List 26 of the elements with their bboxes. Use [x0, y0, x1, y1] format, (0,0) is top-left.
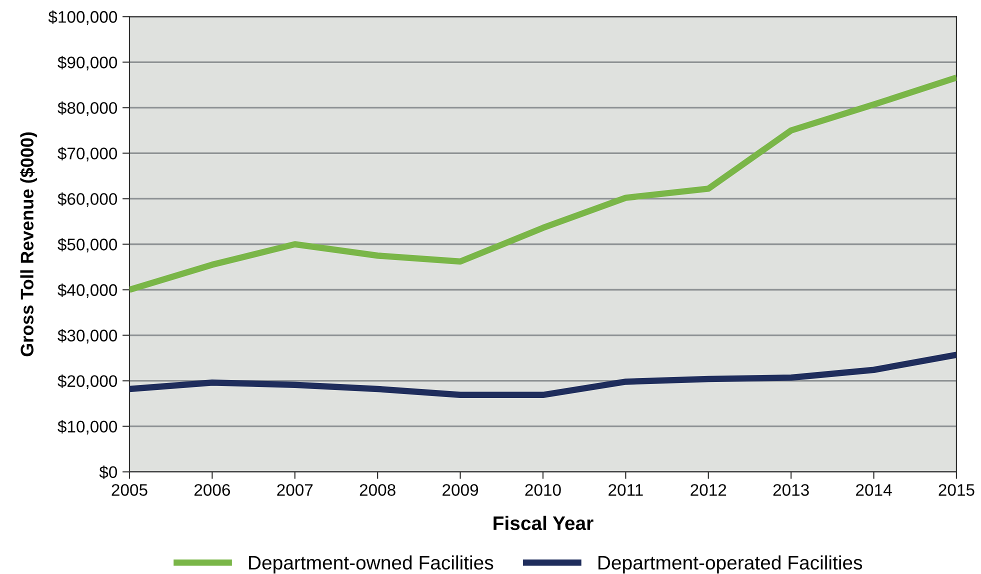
- legend-label: Department-owned Facilities: [249, 555, 494, 574]
- x-tick-label: 2007: [277, 484, 313, 496]
- x-tick-label: 2015: [938, 484, 974, 496]
- legend-label: Department-operated Facilities: [598, 555, 862, 574]
- y-tick-label: $60,000: [58, 192, 118, 207]
- x-tick-label: 2010: [525, 484, 561, 496]
- x-tick-label: 2006: [194, 484, 230, 496]
- x-tick-label: 2011: [608, 484, 643, 496]
- y-tick-label: $30,000: [58, 328, 118, 344]
- y-tick-label: $70,000: [58, 146, 118, 162]
- x-tick-label: 2013: [773, 484, 809, 496]
- y-tick-label: $90,000: [58, 56, 118, 70]
- y-tick-label: $40,000: [58, 283, 118, 298]
- x-tick-label: 2005: [112, 484, 148, 496]
- y-tick-label: $80,000: [58, 101, 118, 116]
- x-tick-label: 2008: [360, 484, 396, 496]
- y-tick-label: $0: [99, 466, 118, 480]
- x-tick-label: 2009: [442, 484, 478, 496]
- y-tick-label: $10,000: [58, 420, 118, 434]
- y-tick-label: $20,000: [58, 374, 118, 389]
- x-tick-label: 2014: [856, 484, 892, 496]
- y-axis-title: Gross Toll Revenue ($000): [20, 132, 38, 356]
- x-tick-label: 2012: [690, 484, 726, 496]
- x-axis-title: Fiscal Year: [494, 516, 594, 530]
- y-tick-label: $100,000: [48, 10, 118, 25]
- y-tick-label: $50,000: [58, 238, 118, 252]
